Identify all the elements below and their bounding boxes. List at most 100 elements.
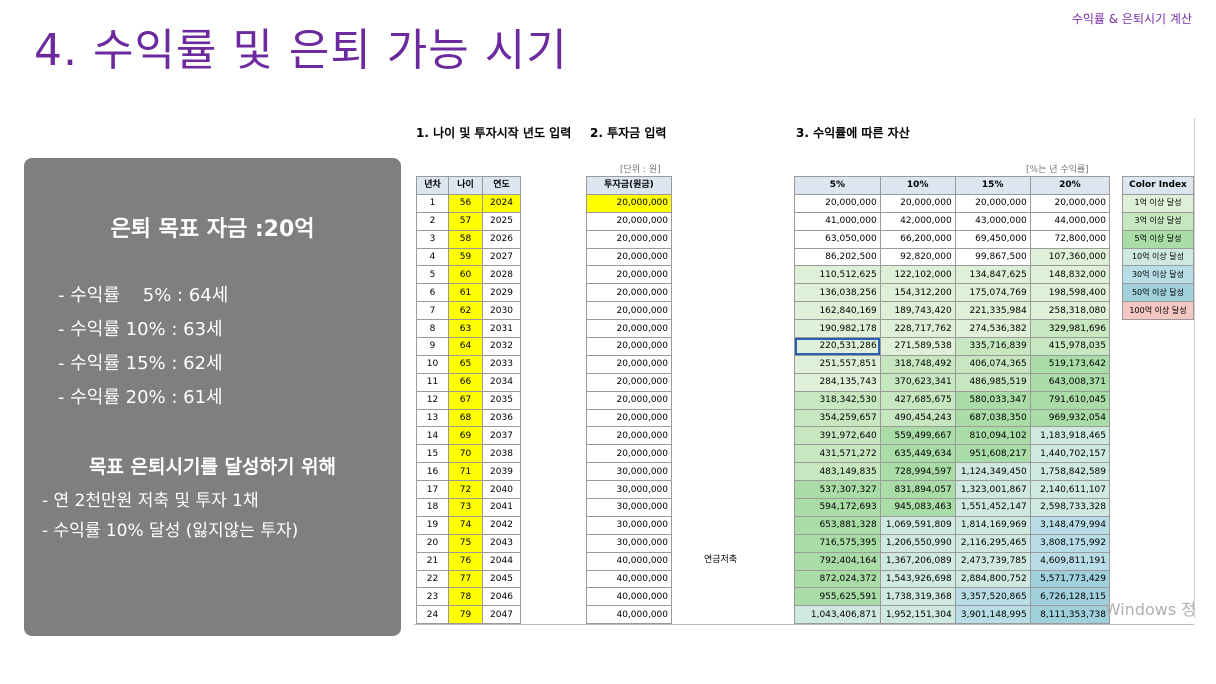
cell-investment[interactable]: 20,000,000 bbox=[586, 426, 672, 446]
cell-age[interactable]: 65 bbox=[448, 354, 483, 374]
cell-asset[interactable]: 107,360,000 bbox=[1029, 247, 1111, 267]
cell-age[interactable]: 74 bbox=[448, 515, 483, 535]
cell-asset[interactable]: 8,111,353,738 bbox=[1029, 605, 1111, 625]
cell-year[interactable]: 2041 bbox=[482, 498, 521, 517]
cell-year[interactable]: 2046 bbox=[482, 587, 521, 607]
cell-asset[interactable]: 3,901,148,995 bbox=[954, 605, 1031, 625]
cell-year[interactable]: 2024 bbox=[482, 193, 521, 213]
cell-year[interactable]: 2044 bbox=[482, 551, 521, 571]
cell-age[interactable]: 56 bbox=[448, 193, 483, 213]
cell-asset[interactable]: 1,738,319,368 bbox=[879, 587, 956, 607]
cell-asset[interactable]: 258,318,080 bbox=[1029, 301, 1111, 321]
cell-year[interactable]: 2029 bbox=[482, 283, 521, 303]
cell-age[interactable]: 79 bbox=[448, 605, 483, 625]
cell-asset[interactable]: 63,050,000 bbox=[794, 229, 881, 249]
cell-year[interactable]: 2042 bbox=[482, 515, 521, 535]
cell-asset[interactable]: 274,536,382 bbox=[954, 319, 1031, 339]
cell-age[interactable]: 61 bbox=[448, 283, 483, 303]
cell-n[interactable]: 9 bbox=[416, 337, 449, 356]
cell-year[interactable]: 2032 bbox=[482, 337, 521, 356]
cell-age[interactable]: 77 bbox=[448, 569, 483, 589]
cell-asset[interactable]: 318,342,530 bbox=[794, 390, 881, 410]
cell-investment[interactable]: 20,000,000 bbox=[586, 265, 672, 285]
cell-asset[interactable]: 2,473,739,785 bbox=[954, 551, 1031, 571]
cell-n[interactable]: 15 bbox=[416, 444, 449, 464]
cell-age[interactable]: 60 bbox=[448, 265, 483, 285]
cell-asset[interactable]: 951,608,217 bbox=[954, 444, 1031, 464]
cell-age[interactable]: 70 bbox=[448, 444, 483, 464]
cell-asset[interactable]: 415,978,035 bbox=[1029, 337, 1111, 356]
cell-asset[interactable]: 20,000,000 bbox=[879, 193, 956, 213]
cell-n[interactable]: 17 bbox=[416, 480, 449, 500]
cell-n[interactable]: 13 bbox=[416, 408, 449, 428]
cell-n[interactable]: 22 bbox=[416, 569, 449, 589]
cell-asset[interactable]: 519,173,642 bbox=[1029, 354, 1111, 374]
cell-n[interactable]: 6 bbox=[416, 283, 449, 303]
cell-asset[interactable]: 431,571,272 bbox=[794, 444, 881, 464]
cell-asset[interactable]: 945,083,463 bbox=[879, 498, 956, 517]
cell-asset[interactable]: 92,820,000 bbox=[879, 247, 956, 267]
cell-asset[interactable]: 594,172,693 bbox=[794, 498, 881, 517]
cell-asset[interactable]: 792,404,164 bbox=[794, 551, 881, 571]
cell-asset[interactable]: 391,972,640 bbox=[794, 426, 881, 446]
cell-asset[interactable]: 1,367,206,089 bbox=[879, 551, 956, 571]
cell-investment[interactable]: 20,000,000 bbox=[586, 354, 672, 374]
cell-investment[interactable]: 40,000,000 bbox=[586, 587, 672, 607]
cell-investment[interactable]: 20,000,000 bbox=[586, 390, 672, 410]
cell-asset[interactable]: 810,094,102 bbox=[954, 426, 1031, 446]
cell-asset[interactable]: 271,589,538 bbox=[879, 337, 956, 356]
cell-year[interactable]: 2031 bbox=[482, 319, 521, 339]
cell-asset[interactable]: 284,135,743 bbox=[794, 372, 881, 392]
cell-asset[interactable]: 687,038,350 bbox=[954, 408, 1031, 428]
cell-investment[interactable]: 20,000,000 bbox=[586, 408, 672, 428]
cell-asset[interactable]: 537,307,327 bbox=[794, 480, 881, 500]
cell-n[interactable]: 2 bbox=[416, 211, 449, 231]
cell-n[interactable]: 10 bbox=[416, 354, 449, 374]
cell-year[interactable]: 2039 bbox=[482, 462, 521, 482]
cell-asset[interactable]: 969,932,054 bbox=[1029, 408, 1111, 428]
cell-year[interactable]: 2038 bbox=[482, 444, 521, 464]
cell-asset[interactable]: 335,716,839 bbox=[954, 337, 1031, 356]
cell-investment[interactable]: 40,000,000 bbox=[586, 551, 672, 571]
cell-n[interactable]: 8 bbox=[416, 319, 449, 339]
cell-asset[interactable]: 2,598,733,328 bbox=[1029, 498, 1111, 517]
cell-n[interactable]: 19 bbox=[416, 515, 449, 535]
cell-year[interactable]: 2047 bbox=[482, 605, 521, 625]
cell-year[interactable]: 2030 bbox=[482, 301, 521, 321]
cell-asset[interactable]: 69,450,000 bbox=[954, 229, 1031, 249]
cell-asset[interactable]: 1,952,151,304 bbox=[879, 605, 956, 625]
cell-asset[interactable]: 2,884,800,752 bbox=[954, 569, 1031, 589]
cell-asset[interactable]: 354,259,657 bbox=[794, 408, 881, 428]
cell-asset[interactable]: 872,024,372 bbox=[794, 569, 881, 589]
cell-asset[interactable]: 318,748,492 bbox=[879, 354, 956, 374]
cell-investment[interactable]: 20,000,000 bbox=[586, 247, 672, 267]
cell-asset[interactable]: 1,543,926,698 bbox=[879, 569, 956, 589]
cell-asset[interactable]: 42,000,000 bbox=[879, 211, 956, 231]
cell-asset[interactable]: 162,840,169 bbox=[794, 301, 881, 321]
cell-asset[interactable]: 6,726,128,115 bbox=[1029, 587, 1111, 607]
cell-age[interactable]: 71 bbox=[448, 462, 483, 482]
cell-asset[interactable]: 3,148,479,994 bbox=[1029, 515, 1111, 535]
cell-age[interactable]: 75 bbox=[448, 533, 483, 553]
cell-investment[interactable]: 20,000,000 bbox=[586, 319, 672, 339]
cell-asset[interactable]: 66,200,000 bbox=[879, 229, 956, 249]
cell-year[interactable]: 2034 bbox=[482, 372, 521, 392]
cell-asset[interactable]: 44,000,000 bbox=[1029, 211, 1111, 231]
cell-age[interactable]: 72 bbox=[448, 480, 483, 500]
cell-n[interactable]: 20 bbox=[416, 533, 449, 553]
cell-asset[interactable]: 1,551,452,147 bbox=[954, 498, 1031, 517]
cell-age[interactable]: 58 bbox=[448, 229, 483, 249]
cell-asset[interactable]: 490,454,243 bbox=[879, 408, 956, 428]
cell-asset[interactable]: 154,312,200 bbox=[879, 283, 956, 303]
cell-year[interactable]: 2045 bbox=[482, 569, 521, 589]
cell-n[interactable]: 14 bbox=[416, 426, 449, 446]
cell-asset[interactable]: 86,202,500 bbox=[794, 247, 881, 267]
cell-investment[interactable]: 20,000,000 bbox=[586, 372, 672, 392]
cell-age[interactable]: 73 bbox=[448, 498, 483, 517]
cell-investment[interactable]: 20,000,000 bbox=[586, 337, 672, 356]
cell-n[interactable]: 24 bbox=[416, 605, 449, 625]
cell-year[interactable]: 2037 bbox=[482, 426, 521, 446]
cell-asset[interactable]: 1,323,001,867 bbox=[954, 480, 1031, 500]
cell-asset[interactable]: 72,800,000 bbox=[1029, 229, 1111, 249]
cell-year[interactable]: 2033 bbox=[482, 354, 521, 374]
